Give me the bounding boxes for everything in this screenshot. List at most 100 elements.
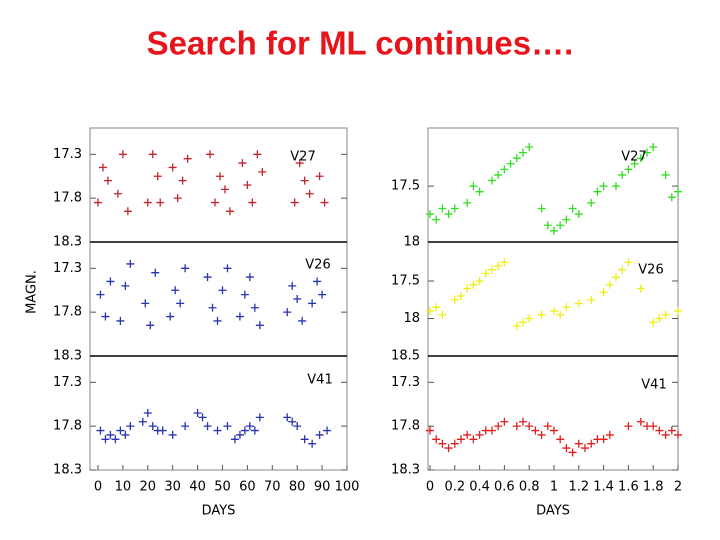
data-point	[618, 170, 627, 179]
data-point	[531, 426, 540, 435]
data-point	[611, 273, 620, 282]
data-point	[432, 435, 441, 444]
y-tick-label: 17.8	[391, 419, 420, 434]
data-point	[245, 273, 254, 282]
x-tick-label: 1.2	[568, 480, 589, 495]
data-point	[605, 280, 614, 289]
data-point	[96, 426, 105, 435]
panel-frame	[89, 127, 348, 243]
x-tick-label: 0.2	[444, 480, 465, 495]
data-point	[178, 176, 187, 185]
data-point	[438, 204, 447, 213]
x-tick-label: 1.8	[643, 480, 664, 495]
data-point	[456, 292, 465, 300]
data-point	[587, 198, 596, 207]
x-axis-label: DAYS	[202, 504, 236, 519]
data-point	[113, 189, 122, 198]
data-point	[323, 426, 332, 435]
data-point	[315, 430, 324, 439]
data-point	[674, 187, 682, 196]
data-point	[305, 189, 314, 198]
data-point	[258, 167, 267, 176]
data-point	[562, 303, 571, 312]
data-point	[245, 422, 254, 431]
slide-title: Search for ML continues….	[147, 25, 574, 62]
data-point	[141, 299, 150, 308]
data-point	[240, 290, 249, 299]
x-tick-label: 50	[214, 480, 231, 495]
data-point	[537, 430, 546, 439]
y-tick-label: 18.3	[391, 463, 420, 478]
data-point	[235, 430, 244, 439]
data-point	[158, 426, 167, 435]
y-tick-label: 17.5	[391, 179, 420, 194]
data-point	[116, 426, 125, 435]
data-point	[143, 198, 152, 207]
x-tick-label: 30	[164, 480, 181, 495]
data-point	[444, 210, 453, 219]
data-point	[126, 259, 135, 268]
data-point	[208, 303, 217, 312]
star-label: V26	[305, 258, 330, 273]
data-point	[438, 439, 447, 448]
data-point	[211, 198, 220, 207]
data-point	[168, 430, 177, 439]
data-point	[661, 430, 670, 439]
data-point	[463, 284, 472, 293]
data-point	[118, 150, 127, 159]
data-point	[238, 159, 247, 168]
data-point	[220, 185, 229, 194]
data-point	[293, 295, 302, 303]
data-point	[512, 422, 521, 431]
data-point	[288, 281, 297, 290]
data-point	[106, 277, 115, 286]
y-tick-label: 18	[403, 311, 420, 326]
y-tick-label: 17.3	[53, 261, 82, 276]
data-point	[255, 321, 264, 330]
data-point	[624, 422, 633, 431]
data-point	[636, 284, 645, 293]
data-point	[101, 435, 110, 444]
data-point	[215, 172, 224, 181]
data-point	[500, 165, 509, 174]
data-point	[298, 316, 307, 325]
data-point	[500, 417, 509, 426]
data-point	[106, 430, 115, 439]
data-point	[218, 286, 227, 295]
data-point	[148, 422, 157, 431]
data-point	[674, 430, 682, 439]
data-point	[203, 273, 212, 282]
data-point	[126, 422, 135, 431]
x-tick-label: 100	[335, 480, 360, 495]
data-point	[425, 426, 434, 435]
x-tick-label: 1	[550, 480, 558, 495]
y-tick-label: 17.3	[391, 375, 420, 390]
data-point	[121, 430, 130, 439]
data-point	[587, 439, 596, 448]
x-tick-label: 1.6	[618, 480, 639, 495]
data-point	[111, 435, 120, 444]
data-point	[518, 417, 527, 426]
x-tick-label: 10	[115, 480, 132, 495]
data-point	[605, 430, 614, 439]
star-label: V26	[638, 263, 663, 278]
y-tick-label: 18.3	[53, 463, 82, 478]
data-point	[213, 316, 222, 325]
data-point	[593, 187, 602, 196]
data-point	[123, 207, 132, 216]
data-point	[96, 290, 105, 299]
data-point	[148, 150, 157, 159]
data-point	[293, 422, 302, 431]
data-point	[255, 413, 264, 422]
data-point	[661, 170, 670, 179]
data-point	[549, 307, 558, 315]
data-point	[469, 435, 478, 444]
data-point	[618, 265, 627, 274]
data-point	[193, 409, 202, 417]
data-point	[288, 417, 297, 426]
data-point	[313, 277, 322, 286]
data-point	[580, 444, 589, 453]
data-point	[146, 321, 155, 330]
